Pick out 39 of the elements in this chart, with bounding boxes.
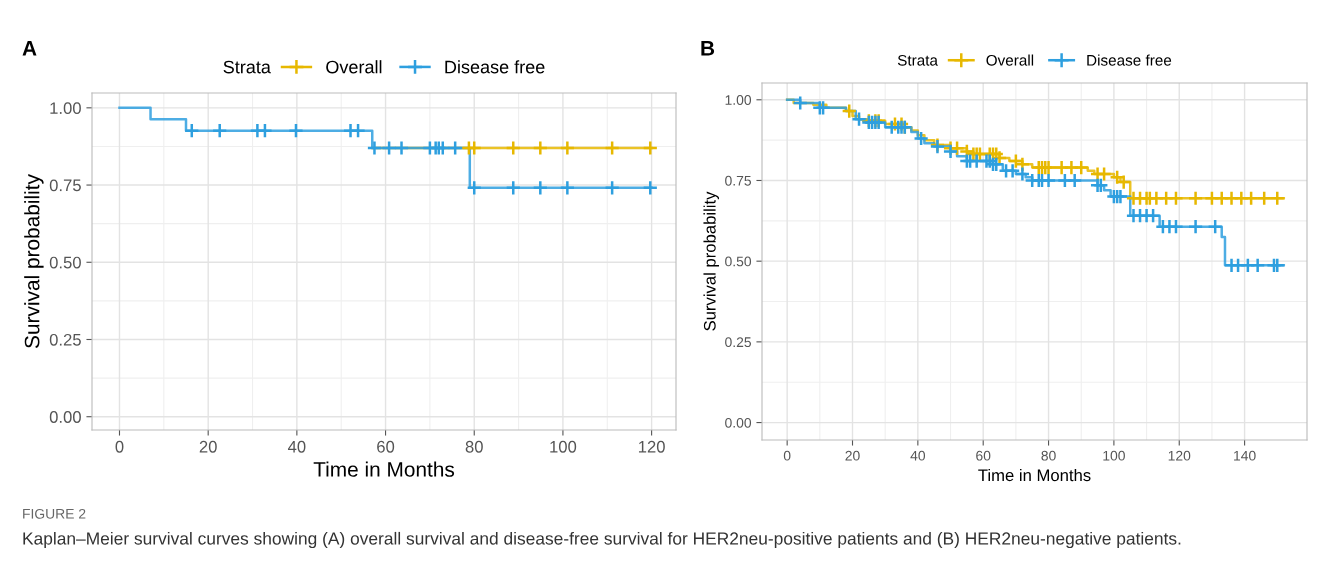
x-tick-label: 60 (377, 440, 395, 453)
x-tick-label: 40 (287, 440, 306, 453)
y-tick-label: 0.75 (725, 175, 751, 186)
legend-label: Disease free (445, 60, 545, 74)
text: B (701, 41, 715, 56)
y-tick-label: 0.50 (725, 256, 752, 267)
legend-title: Strata (223, 60, 271, 74)
y-tick-label: 1.00 (725, 95, 752, 105)
x-tick-label: 140 (1234, 450, 1256, 461)
x-tick-label: 120 (1168, 450, 1191, 461)
text: A (22, 41, 37, 56)
x-tick-label: 0 (783, 450, 791, 461)
x-tick-label: 0 (115, 440, 124, 453)
y-tick-label: 0.25 (49, 333, 81, 346)
y-tick-label: 0.00 (49, 411, 81, 423)
x-tick-label: 120 (638, 440, 665, 453)
x-tick-label: 100 (1103, 450, 1125, 461)
x-tick-label: 100 (550, 440, 577, 453)
y-tick-label: 0.00 (725, 417, 752, 428)
text: Kaplan–Meier survival curves showing (A) overall survival and disease-free survival for HER2neu-positive patients and (B) HER2neu-negative patients. (23, 531, 1181, 549)
legend-label: Disease free (1087, 54, 1172, 66)
y-tick-label: 0.25 (725, 337, 751, 348)
y-tick-label: 0.75 (49, 179, 81, 192)
y-axis-title: Survival probability (703, 191, 719, 331)
x-tick-label: 20 (845, 450, 860, 461)
legend-label: Overall (986, 54, 1034, 66)
y-tick-label: 1.00 (50, 102, 81, 115)
legend-title: Strata (897, 54, 938, 66)
x-axis-title: Time in Months (313, 461, 455, 477)
y-tick-label: 0.50 (49, 256, 81, 269)
caption: FIGURE 2 (23, 508, 86, 519)
x-tick-label: 80 (1041, 450, 1056, 461)
legend-label: Overall (326, 60, 382, 74)
x-tick-label: 40 (910, 450, 926, 461)
y-axis-title: Survival probability (24, 174, 44, 348)
x-tick-label: 80 (465, 440, 483, 453)
x-tick-label: 60 (976, 450, 991, 461)
x-tick-label: 20 (199, 440, 217, 453)
x-axis-title: Time in Months (978, 468, 1091, 482)
